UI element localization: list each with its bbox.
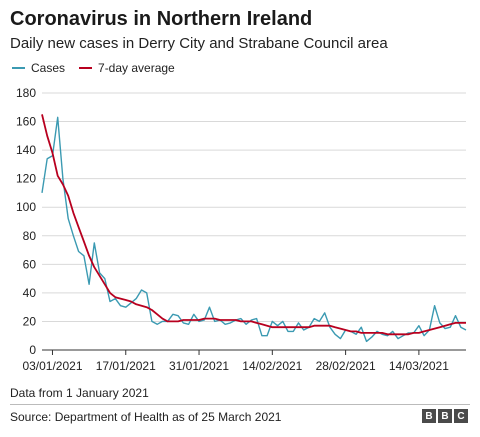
y-tick-label: 120 [16, 172, 36, 186]
legend-swatch-average [79, 67, 93, 69]
y-tick-label: 40 [23, 286, 37, 300]
y-tick-label: 180 [16, 86, 36, 100]
y-tick-label: 20 [23, 314, 37, 328]
logo-letter: C [454, 409, 468, 423]
x-tick-label: 28/02/2021 [316, 359, 376, 373]
series-line-cases [41, 116, 467, 343]
x-tick-label: 31/01/2021 [169, 359, 229, 373]
x-tick-label: 14/02/2021 [242, 359, 302, 373]
logo-letter: B [422, 409, 436, 423]
y-tick-label: 60 [23, 257, 37, 271]
legend-item-average: 7-day average [79, 61, 175, 75]
logo-letter: B [438, 409, 452, 423]
legend: Cases 7-day average [12, 61, 189, 75]
gridlines [42, 92, 466, 351]
source-text: Source: Department of Health as of 25 Ma… [10, 410, 282, 424]
y-axis: 0 20 40 60 80 100 120 140 160 180 [16, 86, 36, 357]
data-note: Data from 1 January 2021 [10, 386, 149, 400]
chart-subtitle: Daily new cases in Derry City and Straba… [10, 35, 388, 52]
y-tick-label: 0 [29, 343, 36, 357]
source-divider [10, 404, 470, 405]
line-chart: 0 20 40 60 80 100 120 140 160 180 03/01/2021 17/01… [16, 86, 467, 373]
y-tick-label: 80 [23, 229, 37, 243]
y-tick-label: 160 [16, 115, 36, 129]
series-line-7-day-average [41, 114, 466, 336]
legend-label-cases: Cases [31, 61, 66, 75]
x-tick-label: 17/01/2021 [96, 359, 156, 373]
x-tick-label: 03/01/2021 [22, 359, 82, 373]
x-tick-label: 14/03/2021 [389, 359, 449, 373]
y-tick-label: 140 [16, 143, 36, 157]
y-tick-label: 100 [16, 200, 36, 214]
x-axis: 03/01/2021 17/01/2021 31/01/2021 14/02/2021… [22, 350, 449, 373]
chart-title: Coronavirus in Northern Ireland [10, 8, 313, 30]
legend-label-average: 7-day average [98, 61, 175, 75]
legend-item-cases: Cases [12, 61, 65, 75]
bbc-logo: B B C [420, 409, 468, 423]
series-lines [41, 114, 467, 343]
legend-swatch-cases [12, 67, 25, 69]
